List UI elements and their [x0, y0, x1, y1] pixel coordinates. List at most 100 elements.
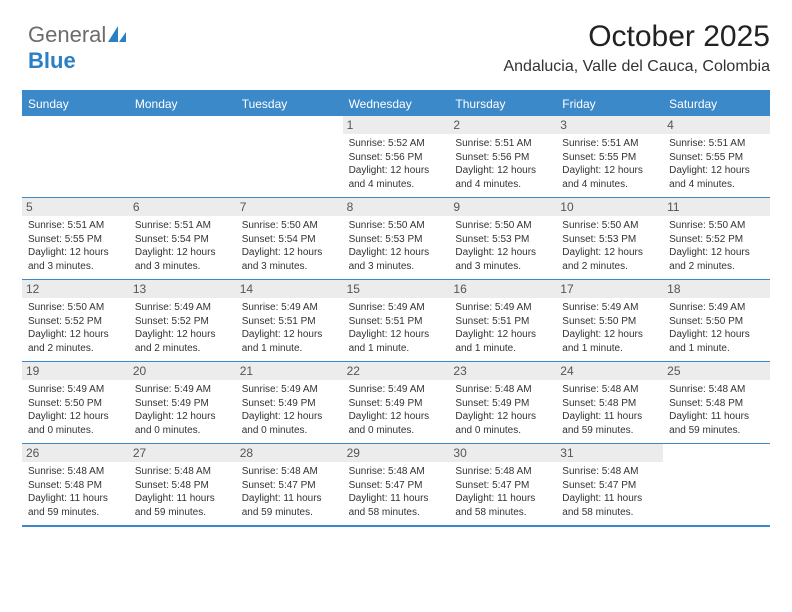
- week-row: 1Sunrise: 5:52 AMSunset: 5:56 PMDaylight…: [22, 116, 770, 198]
- day1-text: Daylight: 11 hours: [455, 492, 550, 506]
- day1-text: Daylight: 12 hours: [28, 246, 123, 260]
- day-cell: 19Sunrise: 5:49 AMSunset: 5:50 PMDayligh…: [22, 362, 129, 443]
- sunrise-text: Sunrise: 5:48 AM: [349, 465, 444, 479]
- day1-text: Daylight: 12 hours: [349, 410, 444, 424]
- day2-text: and 3 minutes.: [455, 260, 550, 274]
- day-number: 6: [129, 198, 236, 216]
- day-header: Tuesday: [236, 92, 343, 116]
- day2-text: and 59 minutes.: [669, 424, 764, 438]
- day1-text: Daylight: 12 hours: [135, 246, 230, 260]
- day-cell: 3Sunrise: 5:51 AMSunset: 5:55 PMDaylight…: [556, 116, 663, 197]
- day1-text: Daylight: 11 hours: [562, 410, 657, 424]
- sunset-text: Sunset: 5:55 PM: [28, 233, 123, 247]
- sunset-text: Sunset: 5:51 PM: [455, 315, 550, 329]
- day-cell: 18Sunrise: 5:49 AMSunset: 5:50 PMDayligh…: [663, 280, 770, 361]
- day2-text: and 1 minute.: [562, 342, 657, 356]
- brand-part2: Blue: [28, 48, 76, 73]
- day2-text: and 0 minutes.: [455, 424, 550, 438]
- brand-part1: General: [28, 22, 106, 47]
- day-number: 18: [663, 280, 770, 298]
- sunrise-text: Sunrise: 5:51 AM: [562, 137, 657, 151]
- sunrise-text: Sunrise: 5:48 AM: [28, 465, 123, 479]
- day2-text: and 0 minutes.: [242, 424, 337, 438]
- day2-text: and 2 minutes.: [28, 342, 123, 356]
- page-header: October 2025 Andalucia, Valle del Cauca,…: [22, 20, 770, 76]
- sunrise-text: Sunrise: 5:51 AM: [669, 137, 764, 151]
- sunset-text: Sunset: 5:47 PM: [562, 479, 657, 493]
- day-number: 22: [343, 362, 450, 380]
- brand-logo: General Blue: [28, 22, 126, 74]
- sunset-text: Sunset: 5:55 PM: [669, 151, 764, 165]
- day2-text: and 59 minutes.: [562, 424, 657, 438]
- sunset-text: Sunset: 5:56 PM: [349, 151, 444, 165]
- day-header-row: Sunday Monday Tuesday Wednesday Thursday…: [22, 92, 770, 116]
- day-number: 29: [343, 444, 450, 462]
- day-cell: [236, 116, 343, 197]
- day1-text: Daylight: 12 hours: [562, 164, 657, 178]
- sunset-text: Sunset: 5:47 PM: [455, 479, 550, 493]
- day2-text: and 2 minutes.: [562, 260, 657, 274]
- day2-text: and 0 minutes.: [135, 424, 230, 438]
- day1-text: Daylight: 12 hours: [455, 164, 550, 178]
- sunrise-text: Sunrise: 5:48 AM: [135, 465, 230, 479]
- day-cell: 2Sunrise: 5:51 AMSunset: 5:56 PMDaylight…: [449, 116, 556, 197]
- day-number: 27: [129, 444, 236, 462]
- sunrise-text: Sunrise: 5:49 AM: [562, 301, 657, 315]
- sunrise-text: Sunrise: 5:49 AM: [242, 301, 337, 315]
- week-row: 12Sunrise: 5:50 AMSunset: 5:52 PMDayligh…: [22, 280, 770, 362]
- day-number: 21: [236, 362, 343, 380]
- day-cell: [129, 116, 236, 197]
- location-subtitle: Andalucia, Valle del Cauca, Colombia: [22, 58, 770, 76]
- sunset-text: Sunset: 5:47 PM: [242, 479, 337, 493]
- day2-text: and 59 minutes.: [242, 506, 337, 520]
- day-number: 5: [22, 198, 129, 216]
- day-number: [129, 116, 236, 134]
- sunrise-text: Sunrise: 5:48 AM: [242, 465, 337, 479]
- day-number: 1: [343, 116, 450, 134]
- day-cell: 7Sunrise: 5:50 AMSunset: 5:54 PMDaylight…: [236, 198, 343, 279]
- day-header: Wednesday: [343, 92, 450, 116]
- sunset-text: Sunset: 5:52 PM: [28, 315, 123, 329]
- day-number: 16: [449, 280, 556, 298]
- sunrise-text: Sunrise: 5:49 AM: [28, 383, 123, 397]
- day2-text: and 1 minute.: [455, 342, 550, 356]
- day2-text: and 4 minutes.: [669, 178, 764, 192]
- sunset-text: Sunset: 5:49 PM: [349, 397, 444, 411]
- day-cell: 31Sunrise: 5:48 AMSunset: 5:47 PMDayligh…: [556, 444, 663, 525]
- day-cell: 29Sunrise: 5:48 AMSunset: 5:47 PMDayligh…: [343, 444, 450, 525]
- day1-text: Daylight: 12 hours: [349, 246, 444, 260]
- sunset-text: Sunset: 5:53 PM: [455, 233, 550, 247]
- day-header: Friday: [556, 92, 663, 116]
- sunset-text: Sunset: 5:50 PM: [28, 397, 123, 411]
- day-number: 24: [556, 362, 663, 380]
- day-cell: 10Sunrise: 5:50 AMSunset: 5:53 PMDayligh…: [556, 198, 663, 279]
- day-number: 23: [449, 362, 556, 380]
- sunset-text: Sunset: 5:51 PM: [349, 315, 444, 329]
- day1-text: Daylight: 12 hours: [455, 328, 550, 342]
- sunset-text: Sunset: 5:48 PM: [562, 397, 657, 411]
- day-number: 12: [22, 280, 129, 298]
- day-cell: 16 Sunrise: 5:49 AMSunset: 5:51 PMDayligh…: [449, 280, 556, 361]
- day-number: [663, 444, 770, 462]
- sunrise-text: Sunrise: 5:50 AM: [562, 219, 657, 233]
- day1-text: Daylight: 12 hours: [669, 328, 764, 342]
- day2-text: and 4 minutes.: [455, 178, 550, 192]
- sunset-text: Sunset: 5:53 PM: [562, 233, 657, 247]
- sunset-text: Sunset: 5:56 PM: [455, 151, 550, 165]
- sunset-text: Sunset: 5:54 PM: [135, 233, 230, 247]
- sunrise-text: Sunrise: 5:49 AM: [455, 301, 550, 315]
- day-number: 26: [22, 444, 129, 462]
- day-number: 2: [449, 116, 556, 134]
- day-number: 11: [663, 198, 770, 216]
- day-cell: 12Sunrise: 5:50 AMSunset: 5:52 PMDayligh…: [22, 280, 129, 361]
- day-number: 30: [449, 444, 556, 462]
- sunset-text: Sunset: 5:48 PM: [28, 479, 123, 493]
- day-cell: 21Sunrise: 5:49 AMSunset: 5:49 PMDayligh…: [236, 362, 343, 443]
- day1-text: Daylight: 12 hours: [562, 328, 657, 342]
- day-cell: 28Sunrise: 5:48 AMSunset: 5:47 PMDayligh…: [236, 444, 343, 525]
- week-row: 5Sunrise: 5:51 AMSunset: 5:55 PMDaylight…: [22, 198, 770, 280]
- sunset-text: Sunset: 5:53 PM: [349, 233, 444, 247]
- day-header: Sunday: [22, 92, 129, 116]
- sail-icon: [108, 26, 126, 42]
- day-cell: 20Sunrise: 5:49 AMSunset: 5:49 PMDayligh…: [129, 362, 236, 443]
